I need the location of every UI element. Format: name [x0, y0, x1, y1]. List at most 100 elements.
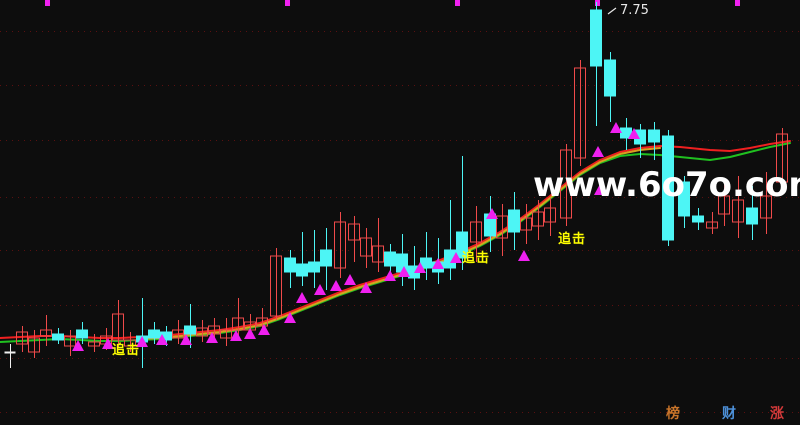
footer-glyph[interactable]: 榜	[666, 406, 680, 422]
candle[interactable]	[40, 315, 52, 346]
candle-body	[520, 217, 532, 231]
candle[interactable]	[308, 230, 320, 288]
top-tick-marks	[45, 0, 740, 6]
candle-body	[256, 317, 268, 327]
candle[interactable]	[718, 180, 730, 226]
candle[interactable]	[470, 206, 482, 262]
candle[interactable]	[4, 344, 16, 368]
candle[interactable]	[692, 208, 704, 230]
candle[interactable]	[496, 204, 508, 256]
candle[interactable]	[648, 122, 660, 160]
top-tick-mark	[595, 0, 600, 6]
candle[interactable]	[574, 60, 586, 166]
candle[interactable]	[172, 320, 184, 344]
candle[interactable]	[184, 304, 196, 348]
candle[interactable]	[520, 204, 532, 244]
buy-signal-triangle	[414, 262, 426, 273]
candle[interactable]	[320, 228, 332, 290]
candle[interactable]	[508, 192, 520, 250]
candle-body	[220, 329, 232, 339]
candle[interactable]	[372, 218, 384, 272]
candle[interactable]	[776, 128, 788, 190]
candle[interactable]	[232, 298, 244, 336]
candle[interactable]	[544, 198, 556, 236]
candle[interactable]	[296, 232, 308, 286]
candle-body	[284, 257, 296, 273]
candle[interactable]	[220, 318, 232, 346]
candle-body	[706, 221, 718, 229]
candle[interactable]	[28, 330, 40, 358]
candle-series[interactable]	[4, 2, 788, 368]
buy-signal-triangle	[180, 334, 192, 345]
candle[interactable]	[334, 212, 346, 278]
buy-signal-triangle	[244, 328, 256, 339]
candle[interactable]	[760, 172, 772, 234]
top-tick-mark	[45, 0, 50, 6]
candle[interactable]	[590, 2, 602, 126]
candle[interactable]	[196, 320, 208, 342]
candle[interactable]	[76, 322, 88, 344]
candle[interactable]	[732, 176, 744, 238]
candle[interactable]	[348, 216, 360, 262]
buy-signal-triangle	[398, 266, 410, 277]
candle-body	[456, 231, 468, 259]
buy-signal-triangle	[594, 184, 606, 195]
buy-signal-triangle	[136, 336, 148, 347]
candle[interactable]	[88, 334, 100, 352]
buy-signal-triangle	[314, 284, 326, 295]
candle-body	[76, 329, 88, 339]
candle[interactable]	[52, 328, 64, 344]
candle[interactable]	[270, 248, 282, 320]
signal-label: 追击	[558, 232, 587, 247]
candle[interactable]	[706, 212, 718, 234]
signal-label: 追击	[112, 343, 141, 358]
top-tick-mark	[735, 0, 740, 6]
buy-signal-triangle	[344, 274, 356, 285]
candle[interactable]	[456, 156, 468, 270]
candle-body	[172, 329, 184, 339]
buy-signal-triangle	[610, 122, 622, 133]
candle[interactable]	[124, 332, 136, 352]
candle[interactable]	[532, 200, 544, 240]
candle-body	[52, 333, 64, 341]
candle-body	[308, 261, 320, 273]
candle[interactable]	[678, 176, 690, 228]
candle-body	[746, 207, 758, 225]
buy-signal-triangle	[330, 280, 342, 291]
top-tick-mark	[455, 0, 460, 6]
buy-signal-triangle	[518, 250, 530, 261]
candle-body	[64, 335, 76, 347]
buy-signal-triangle	[296, 292, 308, 303]
buy-signal-triangle	[628, 128, 640, 139]
candle[interactable]	[112, 300, 124, 348]
candle-body	[544, 207, 556, 223]
footer-glyph[interactable]: 财	[722, 406, 736, 422]
candle[interactable]	[560, 144, 572, 226]
candle[interactable]	[604, 52, 616, 122]
candle-body	[604, 59, 616, 97]
candle[interactable]	[746, 186, 758, 240]
buy-signal-triangle	[206, 332, 218, 343]
candle[interactable]	[284, 250, 296, 288]
candle-body	[496, 215, 508, 239]
candle[interactable]	[360, 228, 372, 268]
candle-body	[208, 325, 220, 335]
candle-body	[678, 181, 690, 217]
candle-body	[148, 329, 160, 339]
candle[interactable]	[662, 130, 674, 246]
footer-glyph[interactable]: 涨	[770, 406, 784, 422]
buy-signal-triangle	[72, 340, 84, 351]
candle-body	[470, 221, 482, 243]
candle-body	[88, 341, 100, 347]
candle[interactable]	[64, 330, 76, 356]
candle-body	[692, 215, 704, 223]
signal-markers	[72, 122, 640, 351]
candle[interactable]	[148, 322, 160, 344]
candle-body	[124, 339, 136, 347]
candle-body	[776, 133, 788, 183]
buy-signal-triangle	[156, 334, 168, 345]
candle-body	[662, 135, 674, 241]
candle[interactable]	[208, 318, 220, 340]
candle[interactable]	[16, 326, 28, 352]
